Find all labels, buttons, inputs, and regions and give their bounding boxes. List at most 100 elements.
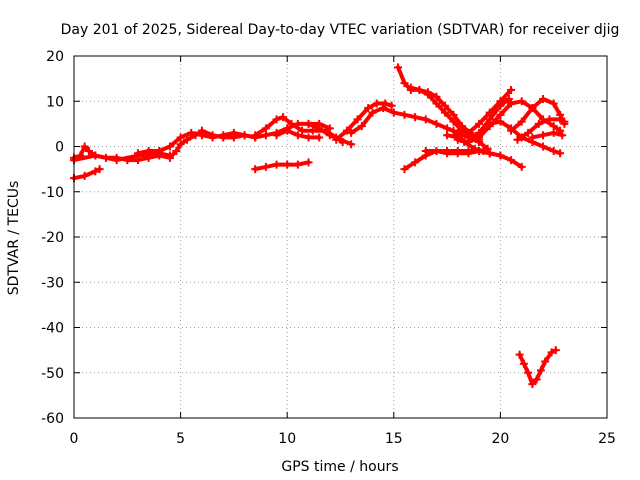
- data-point: [443, 149, 452, 158]
- y-tick-label: -40: [41, 321, 64, 337]
- data-point: [547, 348, 556, 357]
- data-point: [133, 149, 142, 158]
- data-point: [400, 165, 409, 174]
- data-point: [165, 151, 174, 160]
- data-point: [549, 128, 558, 137]
- data-point: [415, 85, 424, 94]
- data-point: [304, 158, 313, 167]
- data-point: [155, 147, 164, 156]
- x-tick-label: 20: [491, 431, 509, 447]
- data-point: [532, 375, 541, 384]
- x-tick-label: 25: [598, 431, 616, 447]
- data-point: [485, 149, 494, 158]
- data-point: [496, 151, 505, 160]
- data-point: [400, 79, 409, 88]
- y-tick-label: 0: [55, 140, 64, 156]
- data-point: [325, 131, 334, 140]
- data-point: [464, 137, 473, 146]
- data-point: [558, 131, 567, 140]
- data-point: [357, 122, 366, 131]
- data-point: [536, 366, 545, 375]
- data-point: [504, 94, 513, 103]
- data-point: [84, 147, 93, 156]
- data-point: [298, 126, 307, 135]
- data-point: [208, 133, 217, 142]
- y-tick-label: -20: [41, 230, 64, 246]
- data-point: [394, 63, 403, 72]
- data-point: [464, 149, 473, 158]
- data-point: [539, 94, 548, 103]
- data-point: [364, 104, 373, 113]
- data-point: [507, 85, 516, 94]
- data-point: [372, 99, 381, 108]
- data-point: [517, 97, 526, 106]
- data-point: [342, 126, 351, 135]
- data-point: [485, 108, 494, 117]
- x-tick-label: 5: [176, 431, 185, 447]
- data-point: [389, 108, 398, 117]
- data-point: [379, 104, 388, 113]
- y-tick-label: -60: [41, 411, 64, 427]
- data-point: [517, 117, 526, 126]
- series-arc-8: [253, 160, 311, 172]
- data-point: [556, 149, 565, 158]
- x-tick-label: 10: [278, 431, 296, 447]
- data-point: [287, 119, 296, 128]
- series-arc-2: [72, 167, 102, 181]
- x-tick-label: 15: [385, 431, 403, 447]
- data-point: [449, 126, 458, 135]
- data-point: [272, 115, 281, 124]
- data-point: [440, 108, 449, 117]
- data-point: [272, 160, 281, 169]
- data-point: [453, 149, 462, 158]
- data-point: [144, 147, 153, 156]
- data-point: [524, 368, 533, 377]
- data-point: [517, 162, 526, 171]
- data-point: [251, 165, 260, 174]
- data-point: [332, 135, 341, 144]
- data-point: [261, 131, 270, 140]
- data-point: [261, 124, 270, 133]
- data-point: [387, 101, 396, 110]
- data-point: [549, 147, 558, 156]
- data-point: [381, 99, 390, 108]
- data-point: [315, 124, 324, 133]
- data-point: [112, 156, 121, 165]
- data-point: [304, 119, 313, 128]
- data-point: [176, 140, 185, 149]
- data-point: [458, 122, 467, 131]
- data-point: [449, 110, 458, 119]
- data-point: [464, 128, 473, 137]
- data-point: [485, 119, 494, 128]
- data-point: [411, 113, 420, 122]
- data-point: [443, 124, 452, 133]
- data-point: [515, 350, 524, 359]
- data-point: [197, 131, 206, 140]
- data-point: [432, 92, 441, 101]
- data-point: [496, 101, 505, 110]
- data-point: [165, 142, 174, 151]
- series-arc-17: [451, 128, 486, 153]
- data-point: [182, 135, 191, 144]
- data-point: [95, 165, 104, 174]
- data-point: [283, 126, 292, 135]
- data-point: [421, 147, 430, 156]
- data-point: [261, 162, 270, 171]
- data-point: [539, 142, 548, 151]
- data-point: [524, 128, 533, 137]
- data-point: [479, 147, 488, 156]
- data-point: [556, 115, 565, 124]
- data-point: [443, 131, 452, 140]
- data-point: [176, 133, 185, 142]
- data-point: [272, 131, 281, 140]
- data-point: [432, 99, 441, 108]
- axis-ticks: 0 5 10 15 20 25 -60 -50 -40 -30 -20 -10 0 10 20: [41, 49, 616, 447]
- data-point: [528, 133, 537, 142]
- data-point: [475, 128, 484, 137]
- data-point: [304, 133, 313, 142]
- data-point: [432, 119, 441, 128]
- data-point: [519, 359, 528, 368]
- data-point: [347, 128, 356, 137]
- data-point: [91, 151, 100, 160]
